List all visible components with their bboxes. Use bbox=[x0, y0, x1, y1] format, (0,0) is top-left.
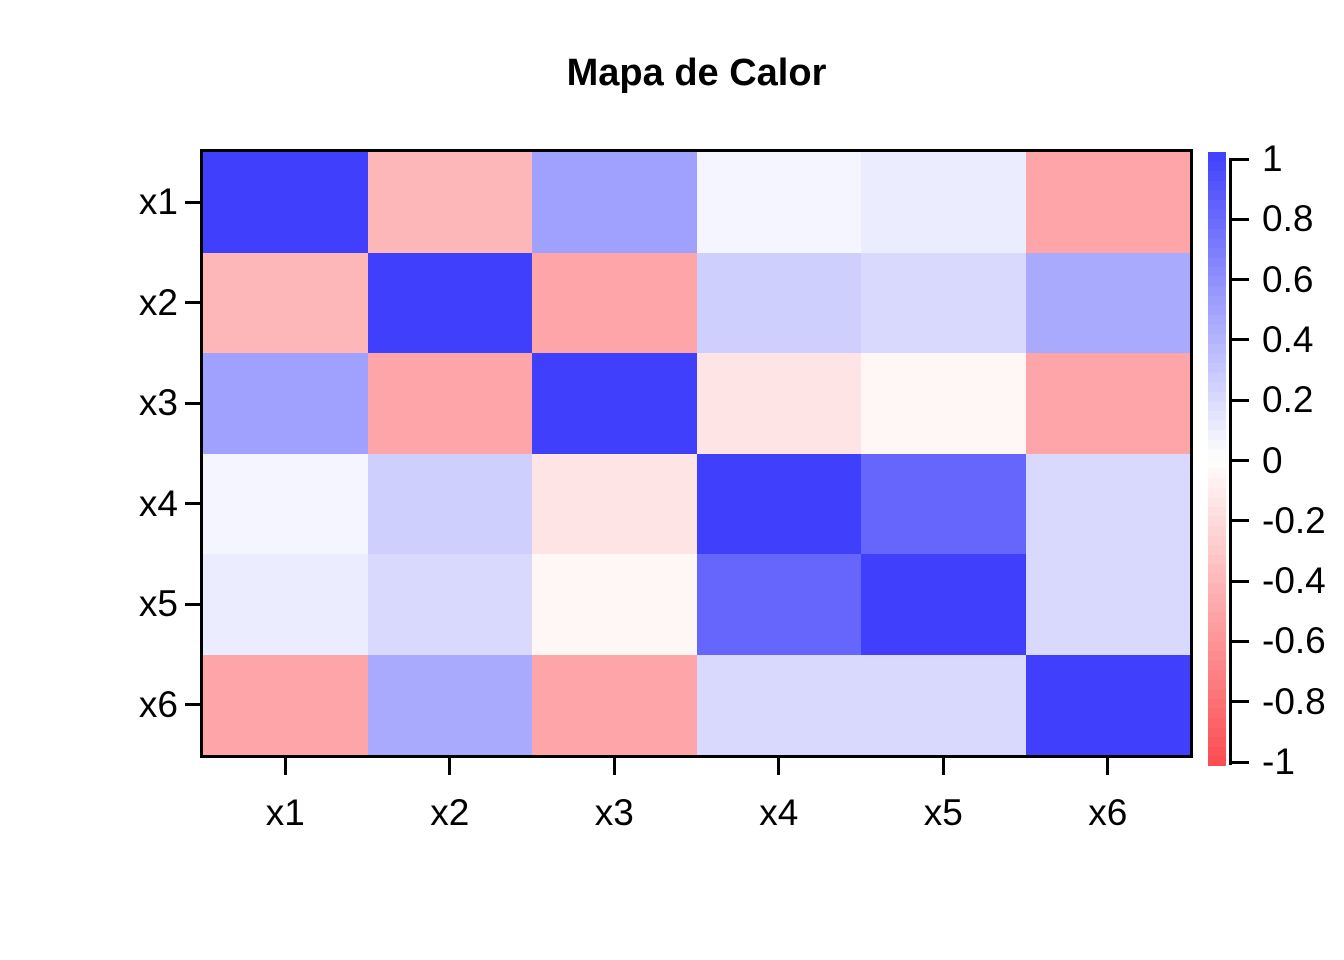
x-axis-tick bbox=[1106, 757, 1110, 775]
y-axis-tick bbox=[185, 602, 203, 606]
colorbar-tick-label: -0.2 bbox=[1262, 499, 1326, 541]
heatmap-cell-x6-x6 bbox=[1025, 654, 1190, 755]
colorbar-tick bbox=[1229, 338, 1249, 342]
colorbar-tick-label: 0.6 bbox=[1262, 258, 1314, 300]
heatmap-cell-x3-x3 bbox=[532, 353, 697, 454]
heatmap-cell-x2-x6 bbox=[1025, 252, 1190, 353]
heatmap-cell-x1-x2 bbox=[367, 152, 532, 253]
heatmap-cell-x6-x3 bbox=[532, 654, 697, 755]
heatmap-cell-x1-x6 bbox=[1025, 152, 1190, 253]
y-axis-tick bbox=[185, 401, 203, 405]
x-axis-label: x5 bbox=[923, 792, 963, 833]
colorbar-tick bbox=[1229, 639, 1249, 643]
colorbar-tick-label: -0.6 bbox=[1262, 620, 1326, 662]
heatmap-cell-x3-x4 bbox=[696, 353, 861, 454]
colorbar-tick bbox=[1229, 398, 1249, 402]
y-axis-label: x5 bbox=[138, 583, 178, 625]
heatmap-cell-x2-x1 bbox=[203, 252, 368, 353]
colorbar-tick bbox=[1229, 700, 1249, 704]
heatmap-cell-x2-x5 bbox=[861, 252, 1026, 353]
chart-title: Mapa de Calor bbox=[566, 52, 827, 94]
heatmap-cell-x3-x1 bbox=[203, 353, 368, 454]
y-axis-label: x2 bbox=[138, 281, 178, 323]
x-axis-tick bbox=[612, 757, 616, 775]
heatmap-cell-x5-x2 bbox=[367, 554, 532, 655]
x-axis-tick bbox=[283, 757, 287, 775]
heatmap-cell-x1-x5 bbox=[861, 152, 1026, 253]
heatmap-cell-x3-x2 bbox=[367, 353, 532, 454]
heatmap-cell-x1-x1 bbox=[203, 152, 368, 253]
y-axis-label: x4 bbox=[138, 482, 178, 524]
heatmap-cell-x2-x4 bbox=[696, 252, 861, 353]
x-axis-tick bbox=[448, 757, 452, 775]
heatmap-cell-x4-x1 bbox=[203, 453, 368, 554]
heatmap-cell-x1-x3 bbox=[532, 152, 697, 253]
heatmap-cell-x6-x5 bbox=[861, 654, 1026, 755]
x-axis-label: x3 bbox=[594, 792, 634, 833]
y-axis-tick bbox=[185, 703, 203, 707]
colorbar bbox=[1208, 152, 1226, 766]
y-axis-tick bbox=[185, 301, 203, 305]
x-axis-label: x2 bbox=[430, 792, 470, 833]
heatmap-grid bbox=[200, 149, 1193, 758]
x-axis-label: x1 bbox=[265, 792, 305, 833]
y-axis-label: x3 bbox=[138, 382, 178, 424]
colorbar-tick-label: 0 bbox=[1262, 439, 1283, 481]
x-axis-label: x6 bbox=[1088, 792, 1128, 833]
heatmap-cell-x2-x2 bbox=[367, 252, 532, 353]
colorbar-tick bbox=[1229, 760, 1249, 764]
heatmap-cell-x4-x4 bbox=[696, 453, 861, 554]
heatmap-cell-x6-x1 bbox=[203, 654, 368, 755]
heatmap-cell-x3-x6 bbox=[1025, 353, 1190, 454]
heatmap-cell-x5-x5 bbox=[861, 554, 1026, 655]
colorbar-tick-label: 0.8 bbox=[1262, 198, 1314, 240]
colorbar-tick bbox=[1229, 519, 1249, 523]
colorbar-tick bbox=[1229, 278, 1249, 282]
heatmap-cell-x5-x6 bbox=[1025, 554, 1190, 655]
colorbar-tick-label: 1 bbox=[1262, 138, 1283, 179]
colorbar-tick bbox=[1229, 217, 1249, 221]
colorbar-tick-label: -1 bbox=[1262, 741, 1295, 782]
heatmap-cell-x4-x6 bbox=[1025, 453, 1190, 554]
heatmap-cell-x5-x1 bbox=[203, 554, 368, 655]
heatmap-cell-x1-x4 bbox=[696, 152, 861, 253]
colorbar-tick-label: 0.2 bbox=[1262, 379, 1314, 421]
colorbar-tick-label: -0.4 bbox=[1262, 560, 1326, 602]
heatmap-cell-x5-x3 bbox=[532, 554, 697, 655]
colorbar-axis-line bbox=[1229, 159, 1232, 765]
x-axis-tick bbox=[941, 757, 945, 775]
heatmap-cell-x6-x2 bbox=[367, 654, 532, 755]
heatmap-cell-x4-x5 bbox=[861, 453, 1026, 554]
heatmap-cell-x4-x2 bbox=[367, 453, 532, 554]
y-axis-tick bbox=[185, 502, 203, 506]
heatmap-cell-x6-x4 bbox=[696, 654, 861, 755]
colorbar-tick bbox=[1229, 579, 1249, 583]
heatmap-cell-x2-x3 bbox=[532, 252, 697, 353]
colorbar-tick-label: 0.4 bbox=[1262, 318, 1314, 360]
colorbar-tick bbox=[1229, 157, 1249, 161]
colorbar-tick bbox=[1229, 459, 1249, 462]
heatmap-cell-x5-x4 bbox=[696, 554, 861, 655]
x-axis-tick bbox=[777, 757, 781, 775]
y-axis-label: x6 bbox=[138, 683, 178, 725]
y-axis-tick bbox=[185, 200, 203, 204]
colorbar-tick-label: -0.8 bbox=[1262, 680, 1326, 722]
x-axis-label: x4 bbox=[759, 792, 799, 833]
heatmap-cell-x4-x3 bbox=[532, 453, 697, 554]
heatmap-cell-x3-x5 bbox=[861, 353, 1026, 454]
y-axis-label: x1 bbox=[138, 181, 178, 223]
